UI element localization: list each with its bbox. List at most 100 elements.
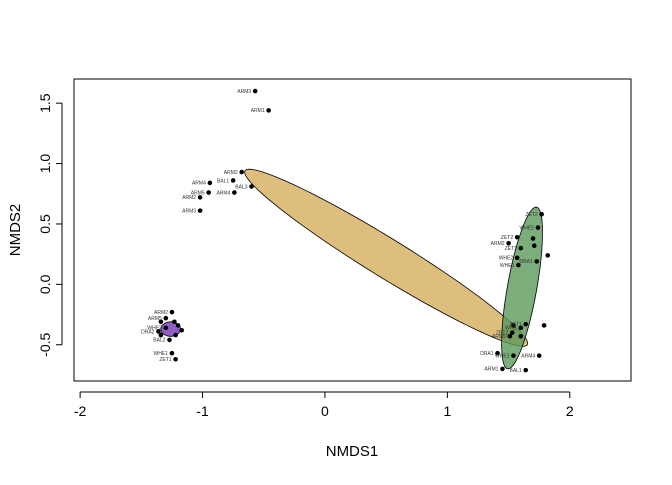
data-point [172,319,177,325]
point-label: WHE2 [520,225,535,231]
data-point [518,245,524,251]
point-label: ARM3 [237,89,251,95]
point-label: DRA1 [519,259,533,265]
point-label: ARM1 [251,108,265,114]
data-point [523,321,529,327]
data-point [173,356,178,362]
data-point [531,243,537,249]
data-point [518,334,524,339]
data-point [500,366,505,372]
data-point [541,323,547,328]
point-label: ARM5 [191,190,205,196]
y-tick-label: 1.0 [37,154,53,174]
y-tick-label: 0.5 [37,214,53,234]
x-axis: -2 -1 0 1 2 [74,391,574,419]
point-label: BAL3 [235,184,247,190]
data-point [518,325,524,331]
data-point [158,332,164,338]
plot-frame [73,78,632,382]
data-point [514,234,520,240]
x-axis-label: NMDS1 [326,443,379,460]
point-label: ARM2 [182,195,196,201]
point-label: WHE1 [153,351,168,357]
point-label: WHE [505,326,517,332]
point-label: DRA1 [480,351,494,357]
data-point [539,211,544,217]
point-label: ZET2 [525,212,537,218]
data-point [173,332,178,338]
ellipse-layer [160,168,543,370]
data-point [534,259,540,264]
data-point [507,334,513,339]
data-point [523,367,529,373]
y-tick-label: -0.5 [37,332,53,356]
point-label: ZET2 [501,235,513,241]
data-point [239,169,245,175]
x-tick-label: 1 [443,403,451,419]
point-label-layer: ARM3ARM1ARM2BAL1BAL3ARM4ARM4ARM5ARM2ARM3… [141,89,538,374]
data-point [232,190,237,195]
point-label: ARM4 [216,190,230,196]
data-point [169,350,175,356]
point-label: ARM5 [148,316,162,322]
ellipse-2 [501,206,543,370]
data-point [536,353,542,358]
data-point [506,240,511,246]
point-label: WHE2 [499,256,514,262]
y-axis-label: NMDS2 [7,204,24,257]
data-point [156,329,161,334]
point-label: ARM5 [492,334,506,340]
point-label: BAL1 [217,178,229,184]
y-tick-label: 1.5 [37,93,53,113]
point-label: ZET1 [505,246,517,252]
data-point [530,236,536,241]
y-axis: -0.5 0.0 0.5 1.0 1.5 [37,93,63,357]
point-label: ZET2 [496,330,508,336]
point-label: WHE1 [500,263,515,269]
point-layer [156,88,551,373]
data-point [179,327,185,333]
point-label: ARM2 [224,170,238,176]
data-point [545,253,551,258]
point-label: ARM4 [192,181,206,187]
data-point [175,323,181,328]
point-label: DRA2 [141,329,155,335]
data-point [511,353,516,358]
point-label: WHE2 [147,326,162,332]
point-label: ARM2 [154,310,168,316]
data-point [197,195,203,200]
y-tick-label: 0.0 [37,274,53,294]
point-label: ARM4 [521,353,535,359]
data-point [207,180,213,186]
data-point [206,190,211,195]
data-point [249,184,254,189]
point-label: WHE2 [495,353,510,359]
data-point [509,330,515,335]
data-point [163,325,169,331]
data-point [163,315,169,321]
data-point [197,208,203,213]
x-tick-label: -2 [74,403,87,419]
data-point [495,350,500,356]
point-label: ARM3 [182,208,196,214]
data-point [252,88,258,94]
data-point [514,255,520,261]
point-label: ZET1 [159,357,171,363]
data-point [230,178,236,183]
x-tick-label: 2 [566,403,574,419]
data-point [167,337,172,343]
data-point [169,309,175,315]
data-point [516,262,521,268]
data-point [511,323,516,328]
point-label: ZET1 [509,322,521,328]
x-tick-label: -1 [196,403,209,419]
point-label: BAL1 [509,368,521,374]
ellipse-1 [244,168,529,347]
data-point [535,225,541,230]
data-point [266,108,271,113]
point-label: ARM2 [491,241,505,247]
point-label: BAL2 [153,338,165,344]
x-tick-label: 0 [321,403,329,419]
